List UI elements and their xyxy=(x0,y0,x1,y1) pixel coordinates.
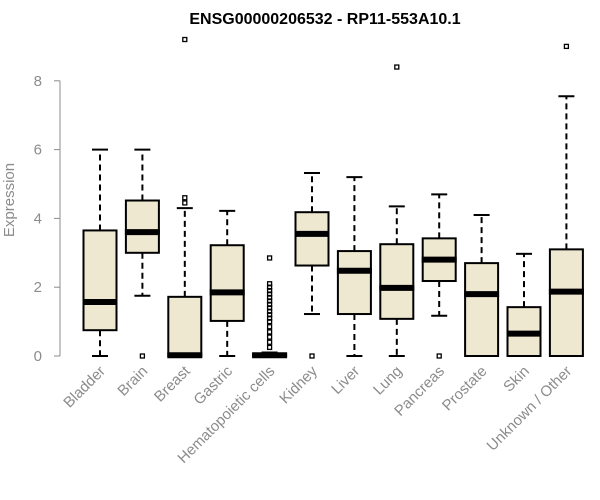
box-kidney xyxy=(294,171,330,359)
box-gastric xyxy=(209,209,245,357)
outlier-point xyxy=(266,329,273,335)
box-bladder xyxy=(82,148,118,357)
box-skin xyxy=(506,252,542,358)
category-label-lung: Lung xyxy=(370,363,406,399)
outlier-point xyxy=(266,334,273,340)
box-lung xyxy=(379,64,415,357)
y-tick-label: 4 xyxy=(34,210,42,227)
outlier-point xyxy=(266,255,273,261)
iqr-box xyxy=(336,250,372,316)
category-label-bladder: Bladder xyxy=(60,363,109,412)
box-prostate xyxy=(464,213,500,357)
y-tick-label: 0 xyxy=(34,348,42,365)
box-hematopoietic-cells xyxy=(252,255,288,359)
category-label-kidney: Kidney xyxy=(276,362,321,407)
iqr-box xyxy=(124,199,160,254)
outlier-point xyxy=(309,353,315,359)
outlier-point xyxy=(182,200,188,206)
outlier-point xyxy=(182,36,188,43)
outlier-point xyxy=(563,43,570,50)
category-label-skin: Skin xyxy=(500,363,533,396)
outlier-point xyxy=(266,344,273,351)
outlier-point xyxy=(139,353,146,359)
category-label-liver: Liver xyxy=(328,363,363,398)
y-tick-label: 2 xyxy=(34,279,42,296)
iqr-box xyxy=(379,243,415,320)
y-tick-label: 6 xyxy=(34,142,42,159)
category-label-breast: Breast xyxy=(151,362,194,405)
category-label-prostate: Prostate xyxy=(439,363,491,415)
box-liver xyxy=(336,176,372,357)
box-unknown-other xyxy=(548,43,584,357)
box-brain xyxy=(124,148,160,359)
iqr-box xyxy=(548,248,584,357)
iqr-box xyxy=(82,229,118,332)
iqr-box xyxy=(167,295,203,357)
outlier-point xyxy=(266,339,273,345)
category-label-brain: Brain xyxy=(114,363,151,400)
outlier-point xyxy=(182,195,188,201)
chart-title: ENSG00000206532 - RP11-553A10.1 xyxy=(189,11,460,28)
box-pancreas xyxy=(421,193,457,359)
outlier-point xyxy=(436,353,442,359)
y-tick-label: 8 xyxy=(34,73,42,90)
iqr-box xyxy=(294,211,330,267)
boxes-group xyxy=(82,36,584,359)
outlier-point xyxy=(266,324,273,330)
y-axis-label: Expression xyxy=(1,163,18,237)
outlier-point xyxy=(266,281,273,287)
box-breast xyxy=(167,36,203,359)
iqr-box xyxy=(209,244,245,322)
iqr-box xyxy=(464,262,500,357)
outlier-point xyxy=(394,64,400,70)
y-axis: 0 2 4 6 8 xyxy=(34,73,61,365)
